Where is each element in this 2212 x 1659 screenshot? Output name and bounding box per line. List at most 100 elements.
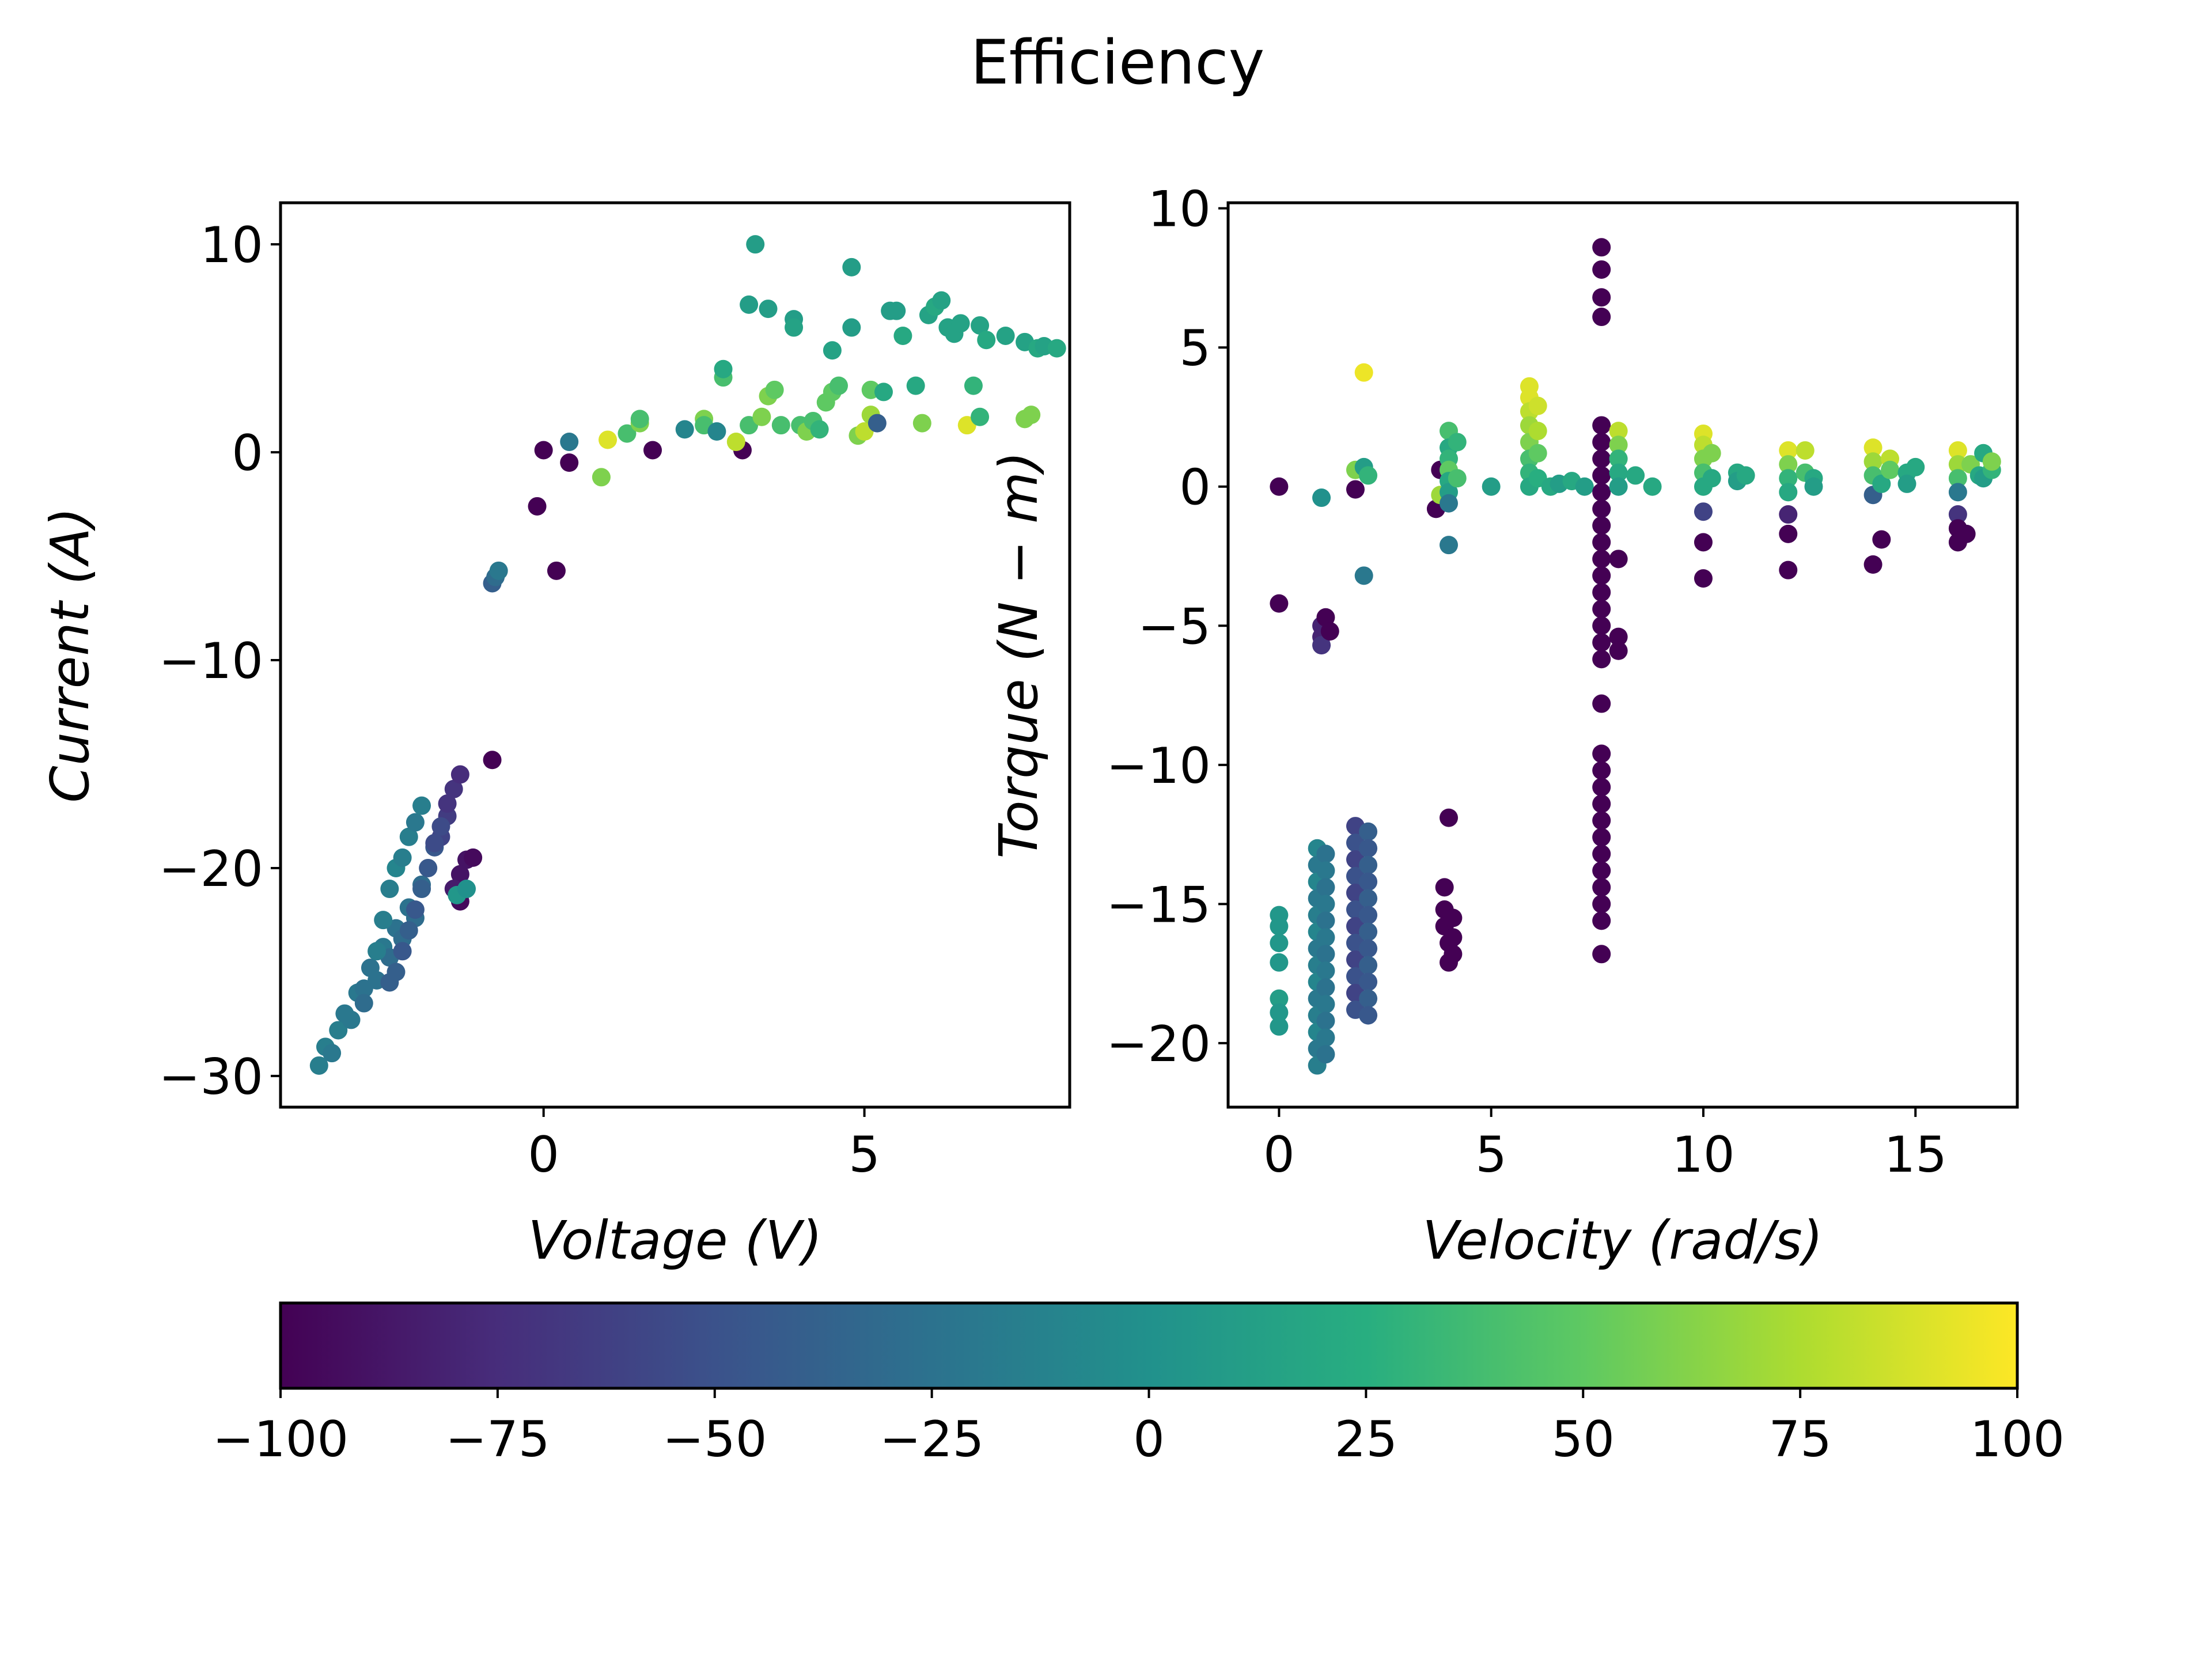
- right-data-point: [1359, 922, 1378, 941]
- left-data-point: [399, 827, 418, 846]
- right-data-point: [1592, 433, 1611, 452]
- left-data-point: [412, 880, 431, 899]
- left-data-point: [759, 300, 778, 319]
- right-data-point: [1863, 555, 1883, 574]
- right-x-tick-label: 10: [1672, 1126, 1734, 1184]
- right-data-point: [1863, 452, 1883, 471]
- right-data-point: [1316, 1045, 1335, 1064]
- right-data-point: [1440, 494, 1459, 513]
- right-data-point: [1592, 694, 1611, 713]
- left-data-point: [380, 880, 399, 899]
- right-data-point: [1359, 889, 1378, 908]
- right-data-point: [1444, 928, 1463, 947]
- colorbar-tick-label: 0: [1133, 1411, 1165, 1468]
- colorbar-tick-label: −25: [880, 1411, 984, 1468]
- right-data-point: [1779, 483, 1798, 502]
- right-data-point: [1270, 594, 1289, 613]
- right-data-point: [1359, 872, 1378, 891]
- right-data-point: [1609, 449, 1628, 468]
- right-data-point: [1592, 550, 1611, 569]
- right-data-point: [1359, 972, 1378, 991]
- right-data-point: [1316, 1012, 1335, 1031]
- left-data-point: [431, 817, 450, 836]
- colorbar: −100 −75 −50 −25 0 25 50 75 100: [213, 1301, 2065, 1468]
- right-data-point: [1592, 744, 1611, 763]
- right-data-point: [1346, 480, 1365, 499]
- right-data-point: [1316, 1028, 1335, 1047]
- left-data-point: [977, 331, 996, 350]
- right-data-point: [1592, 288, 1611, 307]
- left-plot-frame: [279, 201, 1071, 1109]
- right-data-point: [1957, 524, 1976, 543]
- right-data-point: [1592, 878, 1611, 897]
- left-data-point: [393, 848, 412, 867]
- left-data-point: [399, 921, 418, 940]
- right-data-point: [1270, 933, 1289, 952]
- right-data-point: [1694, 569, 1713, 588]
- left-data-point: [868, 414, 887, 433]
- left-data-point: [406, 813, 425, 832]
- right-data-point: [1270, 989, 1289, 1008]
- right-data-point: [1897, 474, 1916, 493]
- left-data-point: [444, 779, 463, 798]
- right-data-point: [1359, 989, 1378, 1008]
- right-data-point: [1906, 457, 1925, 476]
- left-y-axis-label: Current (A): [39, 507, 101, 802]
- left-data-point: [412, 796, 431, 815]
- left-data-point: [374, 911, 393, 930]
- left-data-point: [842, 257, 861, 276]
- right-data-point: [1592, 533, 1611, 552]
- right-y-axis-label: Torque (N − m): [988, 451, 1050, 858]
- left-data-point: [457, 880, 476, 899]
- right-y-tick-label: 5: [1179, 320, 1211, 377]
- left-data-point: [874, 382, 893, 402]
- right-data-point: [1359, 839, 1378, 858]
- left-data-point: [906, 376, 925, 395]
- right-data-point: [1592, 600, 1611, 619]
- right-data-point: [1948, 505, 1967, 524]
- right-data-point: [1779, 469, 1798, 488]
- left-data-point: [785, 318, 804, 337]
- right-data-point: [1592, 650, 1611, 669]
- right-data-point: [1359, 956, 1378, 975]
- left-data-point: [489, 561, 508, 580]
- right-data-point: [1779, 455, 1798, 474]
- left-data-point: [771, 416, 790, 435]
- colorbar-gradient: [281, 1303, 2017, 1388]
- right-data-point: [1592, 416, 1611, 435]
- right-data-point: [1312, 488, 1331, 507]
- left-data-point: [912, 414, 931, 433]
- right-data-point: [1948, 483, 1967, 502]
- left-data-point: [740, 295, 759, 314]
- colorbar-tick-label: 25: [1335, 1411, 1397, 1468]
- left-x-tick-label: 5: [849, 1126, 880, 1184]
- right-data-point: [1881, 460, 1900, 479]
- left-data-point: [342, 1010, 361, 1029]
- left-data-point: [483, 751, 502, 770]
- right-data-point: [1592, 633, 1611, 652]
- right-data-point: [1609, 550, 1628, 569]
- right-data-point: [1440, 536, 1459, 555]
- chart-title: Efficiency: [971, 27, 1265, 98]
- left-data-point: [309, 1056, 328, 1075]
- left-data-point: [450, 865, 469, 884]
- right-data-point: [1779, 560, 1798, 579]
- left-data-point: [996, 326, 1015, 345]
- right-data-point: [1359, 822, 1378, 841]
- right-data-point: [1592, 844, 1611, 863]
- right-data-point: [1592, 466, 1611, 485]
- left-data-point: [932, 291, 951, 310]
- right-data-point: [1528, 396, 1547, 415]
- right-data-point: [1609, 627, 1628, 646]
- left-data-point: [643, 441, 662, 460]
- right-data-point: [1270, 917, 1289, 935]
- right-data-point: [1702, 444, 1721, 463]
- right-data-point: [1359, 855, 1378, 874]
- right-data-point: [1359, 939, 1378, 958]
- left-data-point: [842, 318, 861, 337]
- left-data-point: [893, 326, 912, 345]
- right-data-point: [1702, 469, 1721, 488]
- right-data-point: [1592, 566, 1611, 585]
- colorbar-tick-label: 75: [1768, 1411, 1831, 1468]
- left-data-point: [971, 316, 990, 335]
